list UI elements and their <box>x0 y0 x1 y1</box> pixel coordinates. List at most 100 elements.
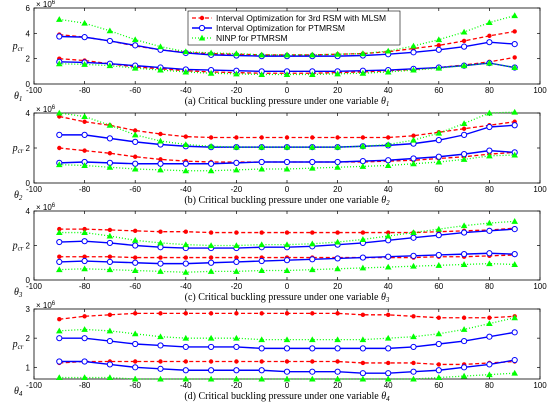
data-point <box>207 334 215 341</box>
data-point <box>106 62 114 69</box>
x-tick-label: 40 <box>384 282 393 291</box>
x-tick-label: 20 <box>333 86 342 95</box>
x-tick-label: 100 <box>533 282 547 291</box>
data-point <box>81 265 88 272</box>
y-tick-label: 2 <box>26 334 31 343</box>
data-point <box>283 158 291 166</box>
data-point <box>283 241 291 248</box>
data-point <box>283 375 291 382</box>
data-point <box>234 135 239 140</box>
y-axis-label: pcr <box>12 339 24 351</box>
data-point <box>511 261 518 267</box>
data-point <box>410 262 417 269</box>
data-point <box>386 135 391 140</box>
x-tick-label: -100 <box>26 185 43 194</box>
data-point <box>359 345 366 352</box>
x-axis-variable-label: θ1 <box>14 91 22 103</box>
data-point <box>106 135 114 142</box>
x-tick-label: -40 <box>180 86 192 95</box>
data-point <box>334 70 341 77</box>
data-point <box>233 50 240 57</box>
x-axis-variable-label: θ2 <box>14 190 23 202</box>
data-point <box>107 312 113 318</box>
data-point <box>56 161 63 168</box>
data-point <box>208 230 214 235</box>
data-point <box>157 333 164 340</box>
data-point <box>157 166 164 173</box>
data-point <box>183 311 188 316</box>
data-point <box>486 39 493 46</box>
series-green-6 <box>56 151 518 174</box>
data-point <box>258 336 265 343</box>
x-tick-label: -80 <box>79 185 91 194</box>
data-point <box>386 312 391 318</box>
data-point <box>234 255 239 260</box>
x-tick-label: -20 <box>231 381 243 390</box>
data-point <box>57 226 62 232</box>
data-point <box>486 219 493 226</box>
data-point <box>258 345 265 352</box>
data-point <box>335 359 340 364</box>
data-point <box>461 337 468 345</box>
data-point <box>259 311 264 316</box>
data-point <box>511 356 518 364</box>
x-tick-label: 40 <box>384 86 393 95</box>
legend-entry-label: Interval Optimization for PTMRSM <box>216 23 345 33</box>
data-point <box>511 369 518 376</box>
data-point <box>386 230 391 235</box>
data-point <box>410 155 417 162</box>
data-point <box>157 160 164 167</box>
x-tick-label: 0 <box>285 86 290 95</box>
data-point <box>435 262 443 268</box>
data-point <box>360 360 366 366</box>
data-point <box>82 148 87 153</box>
y-tick-label: 0 <box>26 276 31 285</box>
data-point <box>309 256 316 263</box>
legend-swatch-marker <box>198 24 206 32</box>
data-point <box>460 261 468 267</box>
data-point <box>309 71 316 77</box>
y-tick-label: 0 <box>26 179 31 188</box>
data-point <box>334 238 341 245</box>
data-point <box>106 266 114 273</box>
data-point <box>207 375 215 382</box>
data-point <box>386 360 391 366</box>
data-point <box>81 113 88 119</box>
data-point <box>486 260 493 267</box>
x-tick-label: -60 <box>129 185 141 194</box>
y-axis-label: pcr <box>12 241 24 253</box>
data-point <box>461 364 468 371</box>
plot-frame <box>33 308 541 380</box>
data-point <box>411 314 416 319</box>
data-point <box>410 252 417 259</box>
data-point <box>81 229 88 236</box>
data-point <box>233 334 240 341</box>
data-point <box>511 218 518 224</box>
data-point <box>486 147 493 154</box>
data-point <box>183 359 188 364</box>
data-point <box>486 250 493 257</box>
data-point <box>208 259 215 266</box>
x-tick-label: -20 <box>231 86 243 95</box>
data-point <box>359 69 367 76</box>
data-point <box>487 33 492 39</box>
data-point <box>411 133 416 138</box>
series-green-6 <box>56 369 518 382</box>
data-point <box>258 257 265 265</box>
data-point <box>284 230 290 235</box>
data-point <box>511 251 518 258</box>
data-point <box>56 131 63 138</box>
data-point <box>360 135 366 140</box>
data-point <box>106 37 114 45</box>
y-exponent-label: × 106 <box>36 0 56 9</box>
data-point <box>233 367 240 374</box>
chart-panel-1: -100 -80 -60 -40 -20 0 20 40 60 80 100 0 2 4 6 × 106 pcr… <box>12 0 548 108</box>
data-point <box>435 64 443 71</box>
data-point <box>208 311 214 316</box>
y-exponent-label: × 106 <box>36 105 56 114</box>
y-tick-label: 1 <box>26 363 31 372</box>
data-point <box>335 311 340 316</box>
series-blue-3 <box>56 329 518 352</box>
data-point <box>334 345 341 352</box>
data-point <box>461 151 468 158</box>
